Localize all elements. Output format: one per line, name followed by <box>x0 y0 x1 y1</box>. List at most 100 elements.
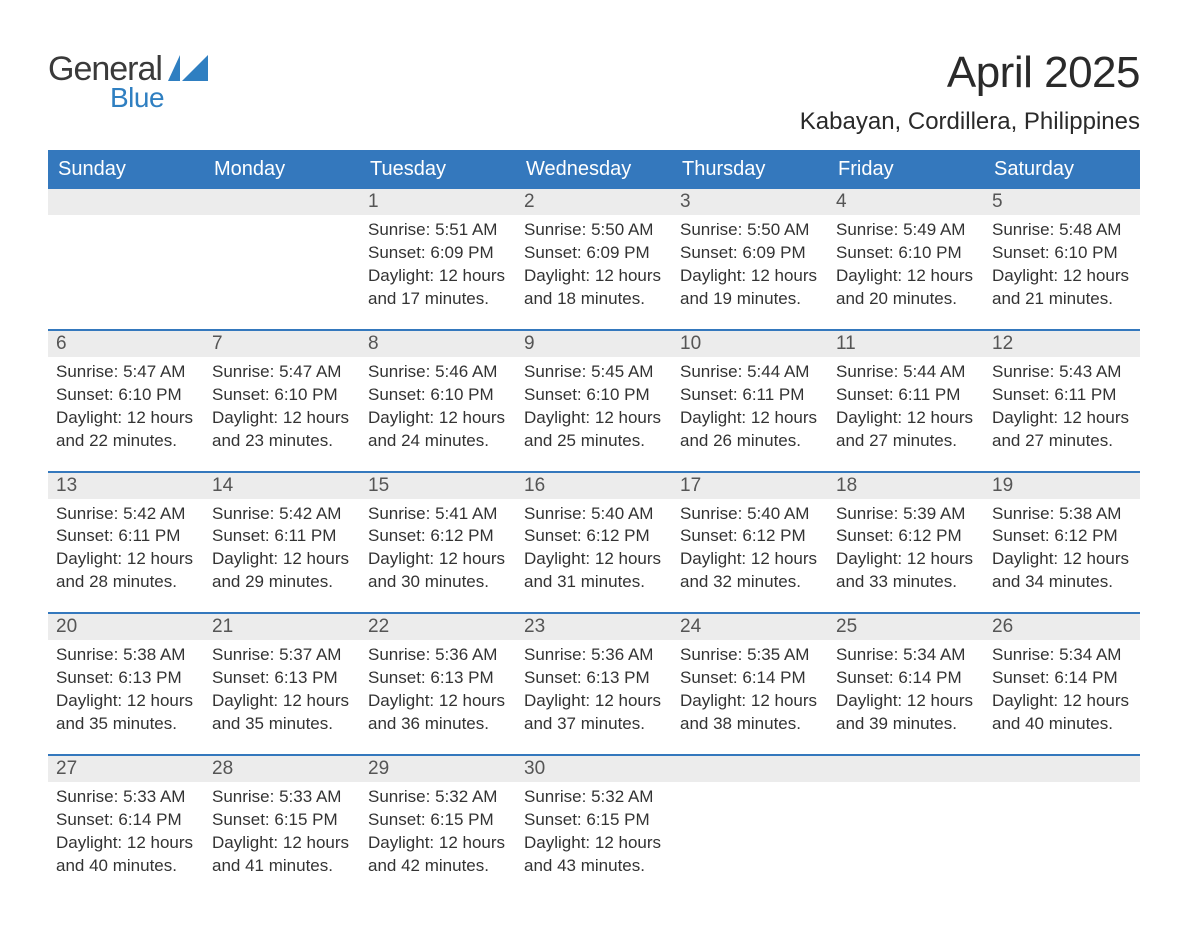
sunrise-line: Sunrise: 5:32 AM <box>524 786 664 809</box>
day-content-cell: Sunrise: 5:45 AMSunset: 6:10 PMDaylight:… <box>516 357 672 472</box>
daylight-line: Daylight: 12 hours and 41 minutes. <box>212 832 352 878</box>
day-number-row: 27282930 <box>48 755 1140 782</box>
day-number-cell: 17 <box>672 472 828 499</box>
sunrise-line: Sunrise: 5:33 AM <box>56 786 196 809</box>
daylight-line: Daylight: 12 hours and 30 minutes. <box>368 548 508 594</box>
daylight-line: Daylight: 12 hours and 31 minutes. <box>524 548 664 594</box>
brand-logo: General Blue <box>48 54 208 110</box>
day-number-cell: 1 <box>360 188 516 215</box>
daylight-line: Daylight: 12 hours and 33 minutes. <box>836 548 976 594</box>
sunset-line: Sunset: 6:11 PM <box>212 525 352 548</box>
day-content-cell: Sunrise: 5:32 AMSunset: 6:15 PMDaylight:… <box>360 782 516 896</box>
day-content-cell: Sunrise: 5:35 AMSunset: 6:14 PMDaylight:… <box>672 640 828 755</box>
sunrise-line: Sunrise: 5:40 AM <box>524 503 664 526</box>
day-number-cell: 19 <box>984 472 1140 499</box>
sunset-line: Sunset: 6:10 PM <box>212 384 352 407</box>
sunset-line: Sunset: 6:14 PM <box>992 667 1132 690</box>
daylight-line: Daylight: 12 hours and 21 minutes. <box>992 265 1132 311</box>
daylight-line: Daylight: 12 hours and 22 minutes. <box>56 407 196 453</box>
title-block: April 2025 Kabayan, Cordillera, Philippi… <box>800 48 1140 136</box>
daylight-line: Daylight: 12 hours and 27 minutes. <box>992 407 1132 453</box>
sunrise-line: Sunrise: 5:44 AM <box>836 361 976 384</box>
day-content-cell <box>984 782 1140 896</box>
sunrise-line: Sunrise: 5:36 AM <box>524 644 664 667</box>
day-number-cell: 25 <box>828 613 984 640</box>
sunrise-line: Sunrise: 5:46 AM <box>368 361 508 384</box>
sunrise-line: Sunrise: 5:50 AM <box>524 219 664 242</box>
sunrise-line: Sunrise: 5:50 AM <box>680 219 820 242</box>
day-number-cell: 9 <box>516 330 672 357</box>
day-content-cell: Sunrise: 5:44 AMSunset: 6:11 PMDaylight:… <box>828 357 984 472</box>
day-number-cell: 13 <box>48 472 204 499</box>
day-content-cell: Sunrise: 5:38 AMSunset: 6:12 PMDaylight:… <box>984 499 1140 614</box>
sunrise-line: Sunrise: 5:51 AM <box>368 219 508 242</box>
weekday-header: Thursday <box>672 151 828 188</box>
day-number-cell: 14 <box>204 472 360 499</box>
weekday-header: Monday <box>204 151 360 188</box>
sunset-line: Sunset: 6:12 PM <box>836 525 976 548</box>
sunset-line: Sunset: 6:12 PM <box>524 525 664 548</box>
day-content-cell: Sunrise: 5:48 AMSunset: 6:10 PMDaylight:… <box>984 215 1140 330</box>
day-number-cell: 16 <box>516 472 672 499</box>
day-content-cell <box>672 782 828 896</box>
sunrise-line: Sunrise: 5:36 AM <box>368 644 508 667</box>
logo-text-bottom: Blue <box>110 85 164 110</box>
day-number-cell: 7 <box>204 330 360 357</box>
day-number-cell: 20 <box>48 613 204 640</box>
day-content-row: Sunrise: 5:47 AMSunset: 6:10 PMDaylight:… <box>48 357 1140 472</box>
sunrise-line: Sunrise: 5:33 AM <box>212 786 352 809</box>
sunset-line: Sunset: 6:12 PM <box>992 525 1132 548</box>
day-number-row: 20212223242526 <box>48 613 1140 640</box>
daylight-line: Daylight: 12 hours and 18 minutes. <box>524 265 664 311</box>
daylight-line: Daylight: 12 hours and 25 minutes. <box>524 407 664 453</box>
daylight-line: Daylight: 12 hours and 23 minutes. <box>212 407 352 453</box>
day-content-cell: Sunrise: 5:41 AMSunset: 6:12 PMDaylight:… <box>360 499 516 614</box>
sunset-line: Sunset: 6:11 PM <box>680 384 820 407</box>
day-content-cell: Sunrise: 5:47 AMSunset: 6:10 PMDaylight:… <box>204 357 360 472</box>
day-content-cell <box>204 215 360 330</box>
day-content-cell: Sunrise: 5:42 AMSunset: 6:11 PMDaylight:… <box>204 499 360 614</box>
sunset-line: Sunset: 6:12 PM <box>680 525 820 548</box>
day-content-cell: Sunrise: 5:51 AMSunset: 6:09 PMDaylight:… <box>360 215 516 330</box>
sunrise-line: Sunrise: 5:38 AM <box>992 503 1132 526</box>
day-number-cell: 12 <box>984 330 1140 357</box>
day-number-cell <box>48 188 204 215</box>
sunrise-line: Sunrise: 5:43 AM <box>992 361 1132 384</box>
day-number-cell: 23 <box>516 613 672 640</box>
day-number-cell: 5 <box>984 188 1140 215</box>
day-content-cell: Sunrise: 5:40 AMSunset: 6:12 PMDaylight:… <box>516 499 672 614</box>
day-number-cell: 6 <box>48 330 204 357</box>
sunset-line: Sunset: 6:10 PM <box>368 384 508 407</box>
day-content-cell: Sunrise: 5:42 AMSunset: 6:11 PMDaylight:… <box>48 499 204 614</box>
daylight-line: Daylight: 12 hours and 37 minutes. <box>524 690 664 736</box>
daylight-line: Daylight: 12 hours and 42 minutes. <box>368 832 508 878</box>
calendar-page: General Blue April 2025 Kabayan, Cordill… <box>0 0 1188 936</box>
sunset-line: Sunset: 6:10 PM <box>836 242 976 265</box>
day-content-cell: Sunrise: 5:36 AMSunset: 6:13 PMDaylight:… <box>516 640 672 755</box>
sunset-line: Sunset: 6:15 PM <box>368 809 508 832</box>
calendar-header: SundayMondayTuesdayWednesdayThursdayFrid… <box>48 151 1140 188</box>
sunset-line: Sunset: 6:14 PM <box>56 809 196 832</box>
day-content-cell: Sunrise: 5:50 AMSunset: 6:09 PMDaylight:… <box>672 215 828 330</box>
sunrise-line: Sunrise: 5:40 AM <box>680 503 820 526</box>
daylight-line: Daylight: 12 hours and 35 minutes. <box>212 690 352 736</box>
day-number-cell: 18 <box>828 472 984 499</box>
weekday-row: SundayMondayTuesdayWednesdayThursdayFrid… <box>48 151 1140 188</box>
sunset-line: Sunset: 6:14 PM <box>836 667 976 690</box>
sunrise-line: Sunrise: 5:38 AM <box>56 644 196 667</box>
logo-flag-icon <box>168 55 208 86</box>
day-number-row: 12345 <box>48 188 1140 215</box>
sunset-line: Sunset: 6:11 PM <box>992 384 1132 407</box>
sunset-line: Sunset: 6:13 PM <box>56 667 196 690</box>
sunrise-line: Sunrise: 5:34 AM <box>992 644 1132 667</box>
daylight-line: Daylight: 12 hours and 34 minutes. <box>992 548 1132 594</box>
daylight-line: Daylight: 12 hours and 26 minutes. <box>680 407 820 453</box>
sunset-line: Sunset: 6:10 PM <box>56 384 196 407</box>
header-row: General Blue April 2025 Kabayan, Cordill… <box>48 48 1140 136</box>
day-number-cell <box>984 755 1140 782</box>
day-number-cell: 21 <box>204 613 360 640</box>
day-content-cell: Sunrise: 5:33 AMSunset: 6:15 PMDaylight:… <box>204 782 360 896</box>
day-number-cell: 27 <box>48 755 204 782</box>
weekday-header: Sunday <box>48 151 204 188</box>
daylight-line: Daylight: 12 hours and 40 minutes. <box>992 690 1132 736</box>
